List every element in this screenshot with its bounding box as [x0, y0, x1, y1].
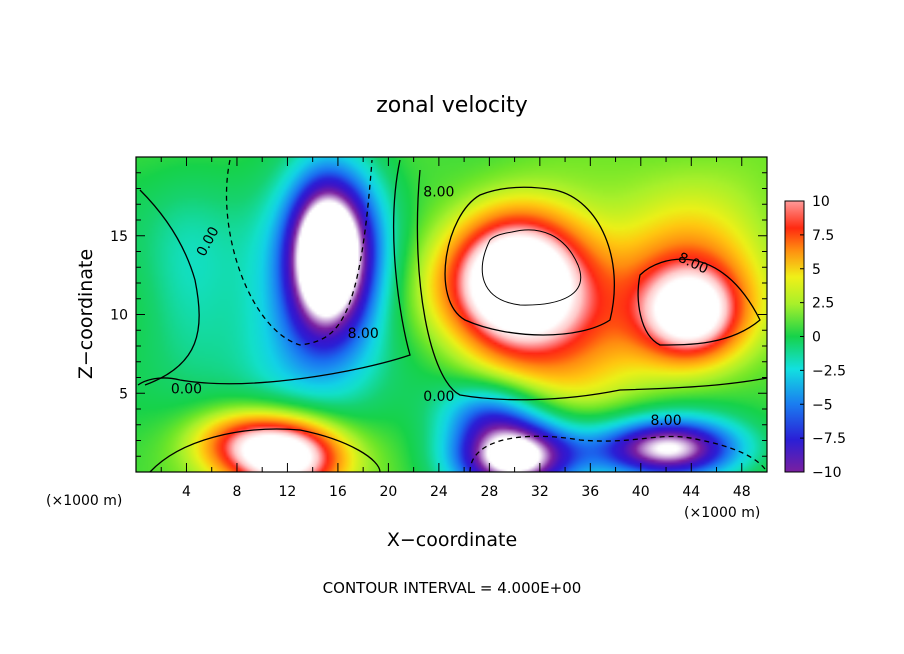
y-axis-ticks: 5 10 15 [110, 172, 767, 457]
contour-label: 8.00 [423, 184, 454, 200]
x-tick-label: 16 [329, 484, 347, 500]
colorbar-ticks: 10 7.5 5 2.5 0 −2.5 −5 −7.5 −10 [800, 194, 846, 481]
x-tick-label: 24 [430, 484, 448, 500]
contour-zero-mid [137, 159, 411, 386]
y-tick-label: 10 [110, 308, 128, 324]
x-tick-label: 32 [531, 484, 549, 500]
chart-title: zonal velocity [376, 93, 528, 118]
x-unit-left: (×1000 m) [46, 493, 122, 509]
contour-label: 0.00 [171, 381, 202, 397]
colorbar-tick-label: −5 [812, 397, 833, 413]
x-tick-label: 28 [480, 484, 498, 500]
y-axis-label: Z−coordinate [75, 249, 97, 379]
contour-zero-lower [149, 428, 381, 472]
x-tick-label: 8 [232, 484, 241, 500]
colorbar-tick-label: 5 [812, 262, 821, 278]
contour-neg-left [225, 159, 373, 346]
contour-lines [137, 159, 767, 472]
x-unit-right: (×1000 m) [684, 505, 760, 521]
x-tick-label: 48 [733, 484, 751, 500]
contour-label: 8.00 [650, 413, 681, 429]
contour-label: 8.00 [348, 326, 379, 342]
plot-field: 0.000.00 0.008.008.008.008.00 [136, 157, 767, 472]
colorbar-tick-label: 2.5 [812, 296, 834, 312]
colorbar-tick-label: 0 [812, 330, 821, 346]
y-tick-label: 5 [119, 386, 128, 402]
colorbar-tick-label: −7.5 [812, 431, 846, 447]
contour-zero-center [416, 169, 767, 401]
x-tick-label: 40 [632, 484, 650, 500]
colorbar-tick-label: 7.5 [812, 228, 834, 244]
x-tick-label: 20 [379, 484, 397, 500]
y-tick-label: 15 [110, 229, 128, 245]
colorbar-tick-label: −2.5 [812, 363, 846, 379]
x-axis-ticks: 4 8 12 16 20 24 28 32 36 40 44 48 [160, 157, 751, 500]
velocity-field-image [136, 157, 767, 472]
contour-interval-note: CONTOUR INTERVAL = 4.000E+00 [323, 579, 582, 597]
contour-eight-center [444, 186, 615, 336]
contour-labels: 0.000.00 0.008.008.008.008.00 [171, 184, 711, 428]
colorbar-tick-label: −10 [812, 465, 842, 481]
x-axis-label: X−coordinate [387, 529, 517, 551]
contour-label: 0.00 [423, 389, 454, 405]
contour-eight-right [637, 258, 761, 346]
contour-zero-left [139, 189, 200, 386]
x-tick-label: 4 [182, 484, 191, 500]
x-tick-label: 12 [279, 484, 297, 500]
x-tick-label: 44 [682, 484, 700, 500]
colorbar-tick-label: 10 [812, 194, 830, 210]
x-tick-label: 36 [581, 484, 599, 500]
contour-inner-center [481, 229, 582, 306]
contour-neg-lower [469, 435, 767, 472]
